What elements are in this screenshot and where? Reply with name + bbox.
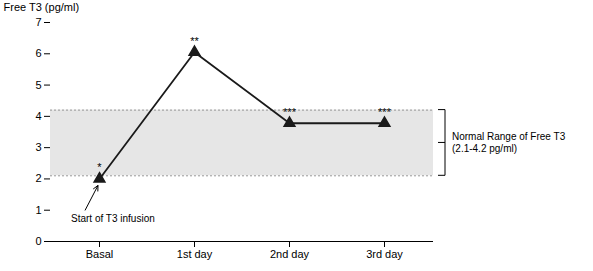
- svg-text:***: ***: [378, 106, 392, 118]
- svg-text:1st day: 1st day: [177, 248, 213, 260]
- svg-text:7: 7: [35, 16, 41, 28]
- svg-text:Start of T3 infusion: Start of T3 infusion: [71, 213, 155, 224]
- svg-text:3rd day: 3rd day: [366, 248, 403, 260]
- svg-text:Free T3 (pg/ml): Free T3 (pg/ml): [4, 1, 80, 13]
- svg-text:Normal Range of Free T3(2.1-4.: Normal Range of Free T3(2.1-4.2 pg/ml): [452, 131, 566, 154]
- svg-text:*: *: [97, 161, 102, 173]
- svg-text:3: 3: [35, 141, 41, 153]
- svg-text:1: 1: [35, 204, 41, 216]
- svg-text:2: 2: [35, 172, 41, 184]
- svg-text:**: **: [190, 35, 199, 47]
- svg-text:0: 0: [35, 235, 41, 247]
- svg-text:4: 4: [35, 110, 41, 122]
- svg-text:5: 5: [35, 79, 41, 91]
- svg-text:6: 6: [35, 47, 41, 59]
- svg-text:***: ***: [283, 106, 297, 118]
- svg-text:Basal: Basal: [86, 248, 114, 260]
- svg-text:2nd day: 2nd day: [270, 248, 310, 260]
